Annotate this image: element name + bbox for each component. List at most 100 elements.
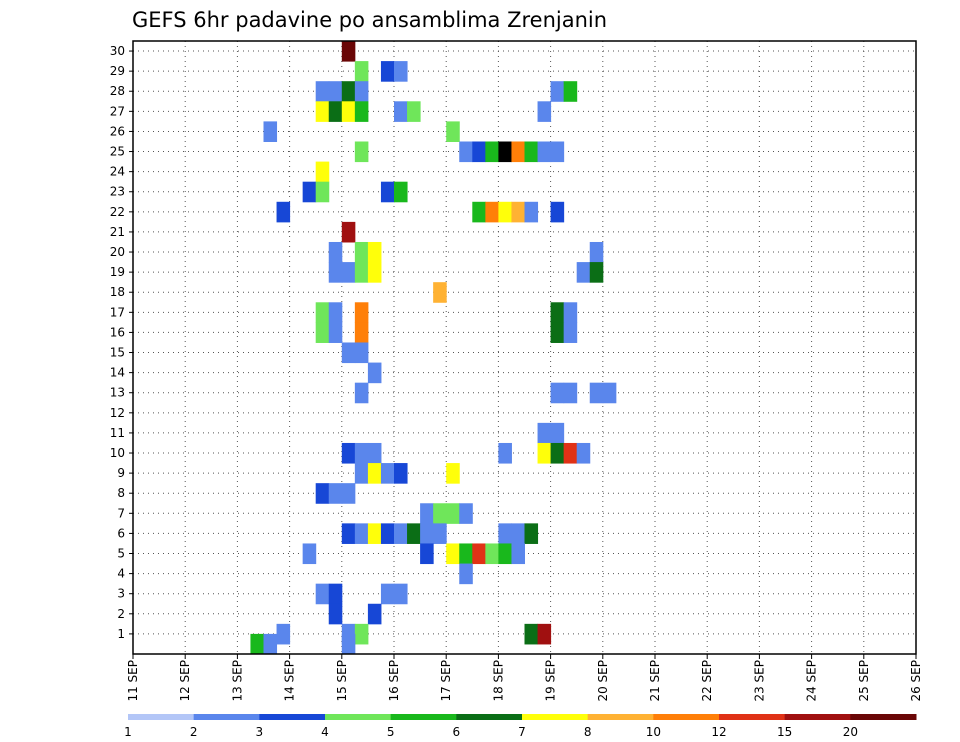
heatmap-cell (550, 201, 565, 223)
x-tick-label: 19 SEP (544, 660, 558, 702)
colorbar-swatch (522, 714, 589, 720)
heatmap-cell (511, 543, 525, 565)
heatmap-cell (341, 262, 356, 283)
colorbar-swatch (587, 714, 654, 720)
heatmap-cell (485, 141, 499, 163)
heatmap-cell (511, 523, 525, 544)
heatmap-cell (341, 81, 356, 102)
heatmap-cell (446, 503, 460, 524)
heatmap-cell (602, 382, 617, 404)
y-tick-label: 29 (110, 64, 125, 78)
heatmap-cell (563, 382, 578, 404)
heatmap-cell (446, 463, 460, 484)
heatmap-cell (394, 181, 408, 203)
colorbar-label: 2 (190, 725, 198, 739)
heatmap-cell (576, 442, 591, 464)
y-tick-label: 14 (110, 366, 125, 380)
heatmap-cell (315, 483, 330, 504)
heatmap-cell (328, 81, 343, 102)
colorbar-label: 5 (387, 725, 395, 739)
heatmap-cell (367, 262, 382, 283)
heatmap-cell (367, 442, 382, 464)
y-tick-label: 27 (110, 104, 125, 118)
heatmap-cells (250, 41, 617, 655)
heatmap-cell (276, 201, 291, 223)
y-tick-label: 21 (110, 225, 125, 239)
heatmap-cell (328, 483, 343, 504)
heatmap-cell (315, 181, 330, 203)
heatmap-cell (328, 603, 343, 625)
x-tick-label: 21 SEP (648, 660, 662, 702)
x-tick-label: 15 SEP (335, 660, 349, 702)
y-tick-label: 9 (117, 466, 125, 480)
heatmap-cell (315, 101, 330, 122)
heatmap-cell (485, 201, 499, 223)
heatmap-cell (498, 442, 512, 464)
y-tick-label: 28 (110, 84, 125, 98)
x-tick-label: 24 SEP (805, 660, 819, 702)
heatmap-cell (550, 442, 565, 464)
heatmap-cell (315, 161, 330, 183)
heatmap-cell (485, 543, 499, 565)
heatmap-cell (511, 201, 525, 223)
colorbar-label: 20 (843, 725, 858, 739)
heatmap-cell (537, 422, 552, 444)
heatmap-cell (328, 101, 343, 122)
heatmap-cell (341, 342, 356, 364)
heatmap-cell (433, 503, 447, 524)
heatmap-cell (354, 61, 369, 82)
heatmap-cell (537, 101, 552, 122)
heatmap-cell (341, 633, 356, 655)
heatmap-cell (459, 503, 473, 524)
heatmap-cell (315, 583, 330, 605)
x-tick-label: 17 SEP (439, 660, 453, 702)
y-tick-label: 1 (117, 627, 125, 641)
heatmap-cell (420, 503, 434, 524)
heatmap-cell (394, 523, 408, 544)
colorbar-label: 6 (453, 725, 461, 739)
heatmap-cell (524, 141, 539, 163)
heatmap-cell (302, 181, 317, 203)
heatmap-cell (563, 322, 578, 343)
heatmap-cell (341, 101, 356, 122)
heatmap-cell (341, 221, 356, 243)
heatmap-cell (563, 81, 578, 102)
heatmap-cell (537, 623, 552, 645)
heatmap-cell (550, 81, 565, 102)
heatmap-cell (576, 262, 591, 283)
colorbar-label: 4 (321, 725, 329, 739)
colorbar-swatch (390, 714, 457, 720)
y-axis-ticks: 1234567891011121314151617181920212223242… (110, 44, 133, 641)
heatmap-cell (380, 463, 395, 484)
heatmap-cell (472, 543, 486, 565)
y-tick-label: 30 (110, 44, 125, 58)
heatmap-cell (354, 141, 369, 163)
y-tick-label: 12 (110, 406, 125, 420)
y-tick-label: 10 (110, 446, 125, 460)
heatmap-cell (250, 633, 264, 655)
heatmap-cell (550, 382, 565, 404)
heatmap-cell (354, 382, 369, 404)
heatmap-cell (354, 262, 369, 283)
heatmap-cell (315, 302, 330, 323)
heatmap-cell (394, 101, 408, 122)
heatmap-cell (537, 442, 552, 464)
heatmap-cell (498, 543, 512, 565)
x-tick-label: 14 SEP (283, 660, 297, 702)
heatmap-cell (420, 523, 434, 544)
heatmap-cell (380, 61, 395, 82)
heatmap-cell (380, 583, 395, 605)
x-tick-label: 16 SEP (387, 660, 401, 702)
x-tick-label: 20 SEP (596, 660, 610, 702)
colorbar-swatch (653, 714, 720, 720)
y-tick-label: 18 (110, 285, 125, 299)
y-tick-label: 2 (117, 607, 125, 621)
colorbar-swatch (784, 714, 851, 720)
heatmap-cell (433, 523, 447, 544)
heatmap-cell (459, 141, 473, 163)
heatmap-cell (420, 543, 434, 565)
heatmap-cell (589, 241, 604, 263)
heatmap-cell (341, 523, 356, 544)
heatmap-cell (380, 523, 395, 544)
